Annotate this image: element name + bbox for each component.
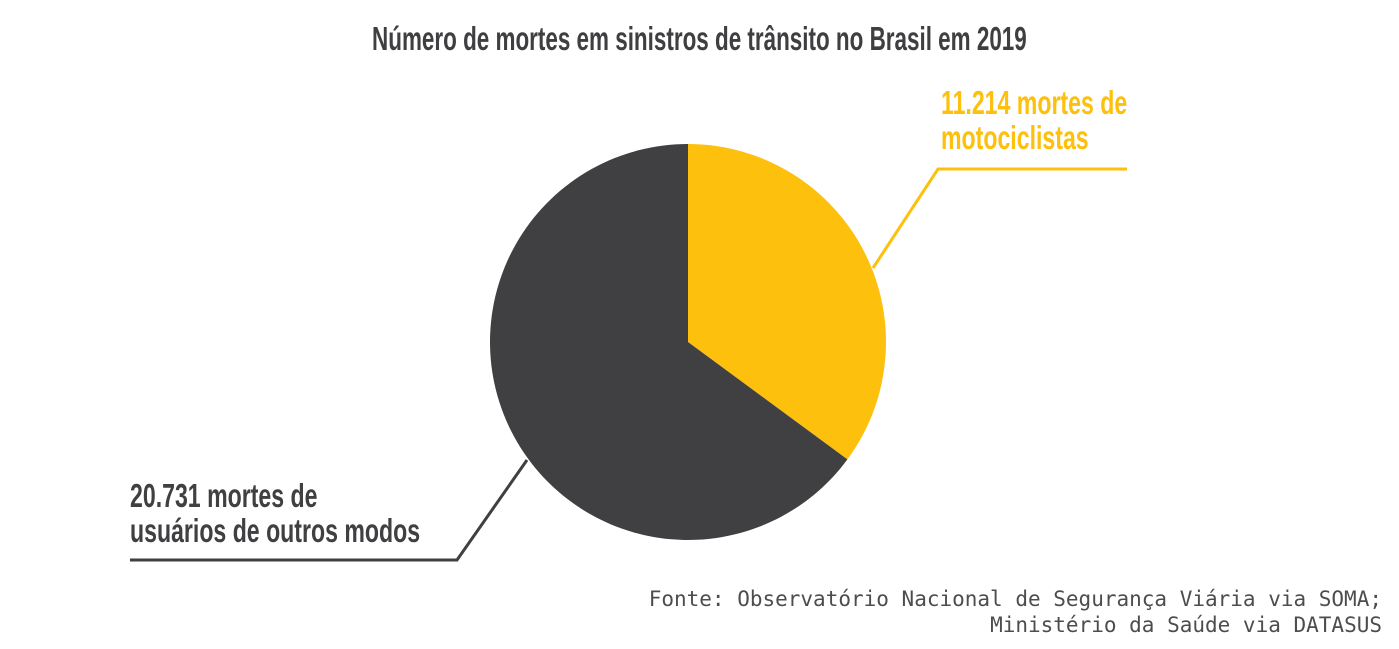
chart-title-text: Número de mortes em sinistros de trânsit…	[372, 20, 1027, 57]
pie-slice-motociclistas	[688, 144, 887, 460]
source-line-1: Fonte: Observatório Nacional de Seguranç…	[648, 587, 1382, 611]
source-line-2: Ministério da Saúde via DATASUS	[990, 613, 1382, 637]
annotation-outros-line2: usuários de outros modos	[130, 512, 421, 549]
callout-line-motociclistas	[871, 167, 1127, 269]
annotation-motociclistas-line1: 11.214 mortes de	[941, 84, 1128, 121]
source-note: Fonte: Observatório Nacional de Seguranç…	[649, 586, 1382, 638]
annotation-motociclistas-line2: motociclistas	[941, 119, 1089, 156]
annotation-motociclistas: 11.214 mortes de motociclistas	[941, 85, 1207, 155]
annotation-outros: 20.731 mortes de usuários de outros modo…	[130, 478, 544, 548]
pie-slice-outros	[490, 144, 848, 540]
annotation-outros-line1: 20.731 mortes de	[130, 477, 318, 514]
chart-title: Número de mortes em sinistros de trânsit…	[0, 20, 1399, 58]
callout-line-outros	[130, 459, 529, 562]
